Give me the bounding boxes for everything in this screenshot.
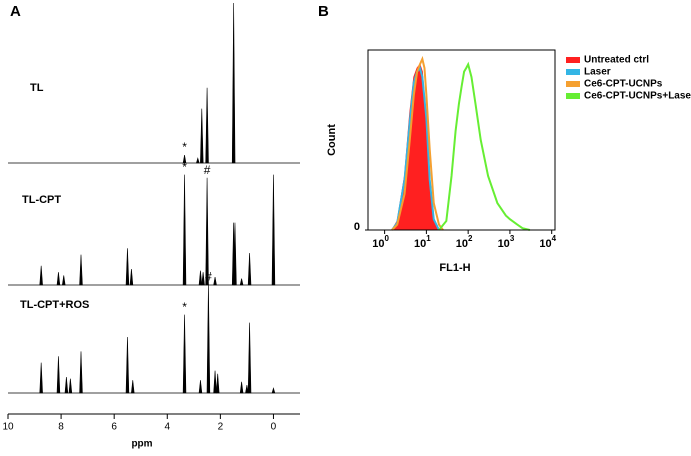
peak (129, 268, 134, 286)
peak (239, 381, 244, 394)
y-tick-label: 0 (354, 221, 360, 233)
peak (198, 270, 203, 286)
x-tick-exponent: 1 (426, 234, 431, 243)
x-tick-base: 10 (456, 238, 468, 250)
panel-label: B (318, 3, 329, 20)
peak (239, 278, 244, 286)
x-tick-base: 10 (372, 238, 384, 250)
legend-swatch (566, 81, 580, 87)
x-tick-label: 0 (271, 422, 277, 433)
peak (205, 87, 209, 164)
peak-annotation: * (182, 140, 187, 154)
peak-annotation: * (182, 160, 187, 174)
histogram-trace (391, 55, 444, 231)
peak (201, 272, 205, 286)
peak (39, 265, 43, 286)
peak (79, 351, 83, 394)
peak-annotation: # (204, 163, 211, 177)
peak (206, 284, 211, 394)
peak (198, 380, 203, 394)
peak (213, 276, 217, 286)
peak (247, 252, 252, 286)
x-tick-label: 102 (456, 234, 473, 250)
peak (182, 174, 187, 286)
peak (196, 157, 200, 164)
x-tick-label: 100 (372, 234, 389, 250)
peak-annotation: * (182, 300, 187, 314)
x-tick-base: 10 (539, 238, 551, 250)
peak (56, 356, 61, 394)
peak (247, 322, 252, 394)
peak (213, 370, 217, 394)
x-tick-label: 10 (2, 422, 14, 433)
peak (125, 336, 130, 394)
y-axis-label: Count (326, 124, 338, 156)
peak (68, 378, 73, 394)
legend-label: Ce6-CPT-UCNPs+Laser (584, 91, 691, 102)
trace-label: TL (30, 82, 44, 94)
x-tick-base: 10 (414, 238, 426, 250)
peak (245, 384, 249, 394)
legend-label: Laser (584, 67, 611, 78)
legend-label: Untreated ctrl (584, 55, 649, 66)
peak-annotation: # (205, 269, 212, 283)
peak (39, 362, 43, 394)
x-tick-label: 104 (539, 234, 556, 250)
peak (200, 108, 204, 164)
peak (131, 380, 135, 394)
peak (56, 272, 61, 286)
x-tick-exponent: 2 (468, 234, 473, 243)
legend-swatch (566, 57, 580, 63)
x-axis-label: FL1-H (439, 262, 470, 274)
peak (79, 254, 83, 286)
plot-frame (367, 49, 556, 231)
x-tick-exponent: 4 (552, 234, 557, 243)
trace-label: TL-CPT (22, 194, 61, 206)
x-axis-label: ppm (131, 439, 152, 450)
peak (205, 177, 209, 286)
peak (231, 2, 236, 164)
x-tick-label: 103 (498, 234, 515, 250)
x-tick-label: 8 (58, 422, 64, 433)
peak (64, 376, 69, 394)
peak (215, 373, 220, 394)
x-tick-label: 4 (164, 422, 170, 433)
x-tick-label: 6 (111, 422, 117, 433)
trace-label: TL-CPT+ROS (20, 299, 89, 311)
peak (182, 314, 187, 394)
peak (271, 174, 276, 286)
x-tick-base: 10 (498, 238, 510, 250)
legend-swatch (566, 93, 580, 99)
legend-label: Ce6-CPT-UCNPs (584, 79, 663, 90)
x-tick-label: 2 (218, 422, 224, 433)
x-tick-label: 101 (414, 234, 431, 250)
x-tick-exponent: 0 (385, 234, 390, 243)
peak (233, 222, 237, 286)
panel-label: A (10, 3, 21, 20)
peak (182, 154, 187, 164)
peak (125, 248, 130, 286)
histogram-trace (438, 61, 531, 231)
peak (61, 275, 66, 286)
peak (271, 387, 276, 394)
legend-swatch (566, 69, 580, 75)
x-tick-exponent: 3 (510, 234, 515, 243)
